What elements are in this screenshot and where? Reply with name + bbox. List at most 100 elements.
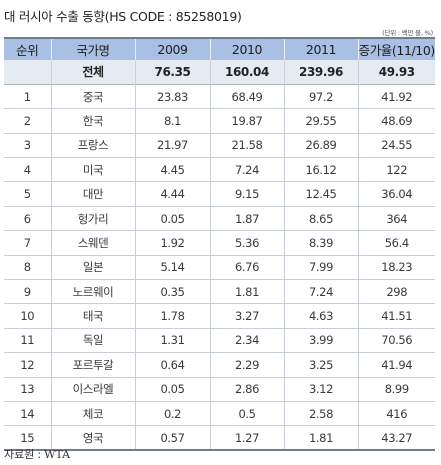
cell-rank: 3: [23, 138, 31, 153]
cell-country: 한국: [50, 108, 135, 134]
cell-value-2009: 0.05: [134, 377, 210, 402]
cell-rank: 4: [23, 162, 31, 177]
cell-growth: 56.4: [357, 230, 435, 256]
cell-value-2010: 68.49: [209, 84, 284, 109]
cell-value-2010: 2.34: [209, 328, 284, 353]
cell-value-2011: 29.55: [283, 108, 358, 134]
cell-value-2011: 3.99: [283, 328, 358, 353]
export-table: 순위 국가명 2009 2010 2011 증가율(11/10) 전체 76.3…: [4, 37, 435, 451]
cell-rank: 15: [20, 430, 35, 445]
cell-value-2010: 1.87: [209, 206, 284, 231]
table-header: 순위 국가명 2009 2010 2011 증가율(11/10): [4, 37, 435, 60]
cell-value-2009: 21.97: [134, 133, 210, 158]
cell-value-2010: 1.81: [209, 279, 284, 304]
unit-note: (단위 : 백만 불, %): [382, 29, 433, 37]
cell-country: 노르웨이: [50, 279, 135, 304]
cell-rank: 7: [23, 235, 31, 250]
cell-value-2011: 26.89: [283, 133, 358, 158]
cell-value-2011: 7.24: [283, 279, 358, 304]
cell-country: 대만: [50, 181, 135, 207]
cell-country: 중국: [50, 84, 135, 109]
cell-value-2010: 19.87: [209, 108, 284, 134]
source-label: 자료원: [4, 448, 35, 461]
cell-growth: 364: [357, 206, 435, 231]
cell-value-2011: 8.65: [283, 206, 358, 231]
header-country: 국가명: [50, 37, 135, 60]
cell-value-2009: 1.78: [134, 303, 210, 329]
cell-value-2011: 4.63: [283, 303, 358, 329]
source-separator: :: [37, 448, 42, 461]
cell-value-2009: 0.35: [134, 279, 210, 304]
cell-value-2011: 97.2: [283, 84, 358, 109]
cell-value-2009: 5.14: [134, 255, 210, 280]
cell-growth: 41.92: [357, 84, 435, 109]
cell-growth: 41.51: [357, 303, 435, 329]
cell-growth: 24.55: [357, 133, 435, 158]
cell-rank: 10: [20, 309, 35, 324]
cell-rank: 12: [20, 357, 35, 372]
cell-value-2009: 4.44: [134, 181, 210, 207]
cell-value-2011: 3.25: [283, 352, 358, 378]
cell-country: 독일: [50, 328, 135, 353]
table-row: 6 헝가리 0.05 1.87 8.65 364: [4, 206, 435, 231]
cell-value-2010: 7.24: [209, 157, 284, 182]
table-row: 5 대만 4.44 9.15 12.45 36.04: [4, 181, 435, 207]
table-row: 13 이스라엘 0.05 2.86 3.12 8.99: [4, 377, 435, 402]
table-row: 12 포르투갈 0.64 2.29 3.25 41.94: [4, 352, 435, 378]
cell-value-2011: 3.12: [283, 377, 358, 402]
table-body: 전체 76.35 160.04 239.96 49.93 1 중국 23.83 68.…: [4, 60, 435, 451]
total-2010: 160.04: [209, 60, 284, 85]
table-row: 8 일본 5.14 6.76 7.99 18.23: [4, 255, 435, 280]
header-2009: 2009: [134, 37, 210, 60]
cell-growth: 416: [357, 401, 435, 426]
cell-value-2009: 0.57: [134, 425, 210, 451]
cell-rank: 9: [23, 284, 31, 299]
cell-value-2010: 3.27: [209, 303, 284, 329]
cell-value-2010: 6.76: [209, 255, 284, 280]
cell-country: 포르투갈: [50, 352, 135, 378]
cell-value-2010: 21.58: [209, 133, 284, 158]
source-value: WTA: [44, 448, 71, 461]
cell-value-2011: 1.81: [283, 425, 358, 451]
table-row: 4 미국 4.45 7.24 16.12 122: [4, 157, 435, 182]
cell-value-2010: 2.29: [209, 352, 284, 378]
cell-growth: 122: [357, 157, 435, 182]
source-note: 자료원: WTA: [4, 446, 70, 462]
cell-rank: 11: [20, 333, 35, 348]
cell-country: 미국: [50, 157, 135, 182]
cell-country: 영국: [50, 425, 135, 451]
table-row: 11 독일 1.31 2.34 3.99 70.56: [4, 328, 435, 353]
table-row: 3 프랑스 21.97 21.58 26.89 24.55: [4, 133, 435, 158]
header-rank: 순위: [4, 37, 51, 60]
cell-growth: 18.23: [357, 255, 435, 280]
cell-rank: 1: [23, 89, 31, 104]
total-rank: [4, 60, 51, 84]
cell-growth: 36.04: [357, 181, 435, 207]
cell-value-2009: 1.92: [134, 230, 210, 256]
header-row: 순위 국가명 2009 2010 2011 증가율(11/10): [4, 37, 435, 60]
cell-value-2009: 0.05: [134, 206, 210, 231]
cell-value-2011: 2.58: [283, 401, 358, 426]
table-row: 14 체코 0.2 0.5 2.58 416: [4, 401, 435, 426]
cell-value-2010: 1.27: [209, 425, 284, 451]
cell-value-2009: 1.31: [134, 328, 210, 353]
cell-rank: 8: [23, 260, 31, 275]
cell-growth: 48.69: [357, 108, 435, 134]
cell-value-2010: 2.86: [209, 377, 284, 402]
cell-country: 프랑스: [50, 133, 135, 158]
cell-rank: 14: [20, 406, 35, 421]
cell-country: 헝가리: [50, 206, 135, 231]
cell-value-2009: 8.1: [134, 108, 210, 134]
header-growth: 증가율(11/10): [357, 37, 435, 60]
cell-value-2010: 5.36: [209, 230, 284, 256]
header-2011: 2011: [283, 37, 358, 60]
total-row: 전체 76.35 160.04 239.96 49.93: [4, 60, 435, 85]
cell-value-2009: 4.45: [134, 157, 210, 182]
total-2011: 239.96: [283, 60, 358, 85]
cell-value-2011: 8.39: [283, 230, 358, 256]
total-country: 전체: [50, 60, 135, 85]
table-row: 2 한국 8.1 19.87 29.55 48.69: [4, 108, 435, 134]
cell-value-2011: 12.45: [283, 181, 358, 207]
total-2009: 76.35: [134, 60, 210, 85]
